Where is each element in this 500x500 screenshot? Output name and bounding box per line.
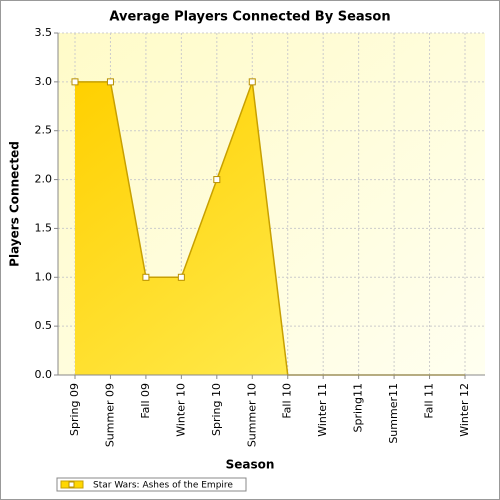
y-tick-label: 2.0 (35, 173, 53, 186)
y-tick-label: 3.5 (35, 26, 53, 39)
marker (177, 273, 185, 281)
marker (142, 273, 150, 281)
marker (213, 176, 221, 184)
x-tick-label: Spring11 (352, 383, 365, 433)
y-tick-label: 2.5 (35, 124, 53, 137)
marker (71, 78, 79, 86)
x-tick-label: Winter 12 (458, 383, 471, 437)
y-tick-label: 1.5 (35, 221, 53, 234)
marker (106, 78, 114, 86)
marker (248, 78, 256, 86)
x-tick-label: Summer 10 (245, 383, 258, 447)
x-tick-label: Fall 10 (281, 383, 294, 419)
x-tick-label: Winter 11 (316, 383, 329, 437)
x-tick-label: Fall 11 (423, 383, 436, 419)
x-tick-label: Fall 09 (139, 383, 152, 419)
x-tick-label: Summer11 (387, 383, 400, 444)
y-tick-label: 1.0 (35, 270, 53, 283)
y-axis-label: Players Connected (8, 141, 22, 267)
x-tick-label: Winter 10 (174, 383, 187, 437)
x-tick-label: Spring 09 (68, 383, 81, 436)
legend-marker (68, 481, 75, 488)
x-tick-label: Summer 09 (103, 383, 116, 447)
y-tick-label: 0.5 (35, 319, 53, 332)
y-tick-label: 0.0 (35, 368, 53, 381)
y-tick-label: 3.0 (35, 75, 53, 88)
chart-title: Average Players Connected By Season (109, 10, 390, 25)
area (75, 81, 465, 375)
legend (56, 477, 247, 492)
x-tick-label: Spring 10 (210, 383, 223, 436)
legend-label: Star Wars: Ashes of the Empire (93, 481, 233, 491)
x-axis-label: Season (226, 458, 275, 472)
